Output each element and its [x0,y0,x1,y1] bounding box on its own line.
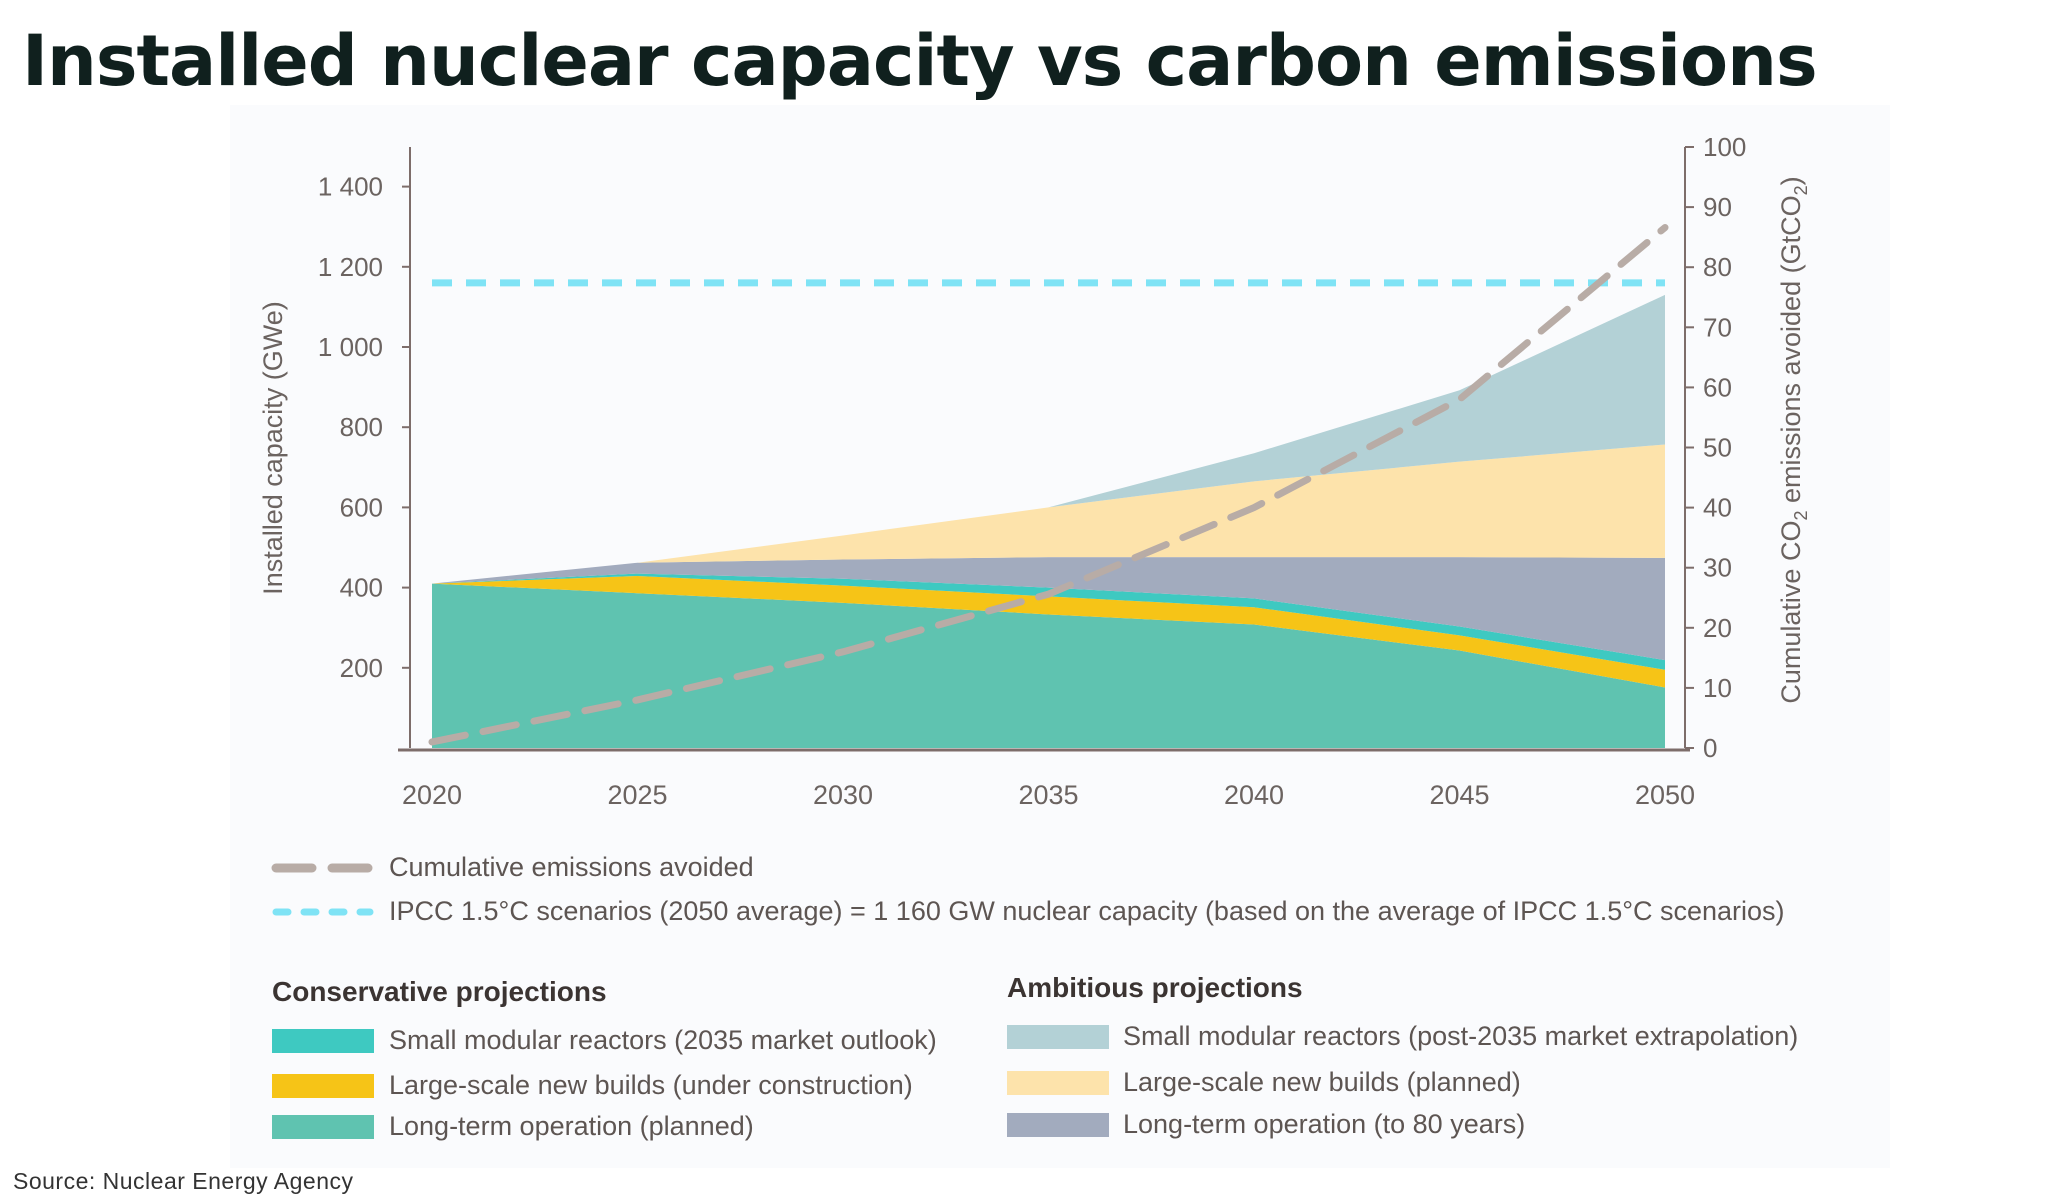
legend-smr-ambitious: Small modular reactors (post-2035 market… [1123,1021,1799,1051]
emissions-line [428,224,1669,746]
legend-large-ambitious: Large-scale new builds (planned) [1123,1067,1521,1097]
y2-title-part: Cumulative CO [1776,521,1806,704]
x-tick-label: 2030 [813,780,873,810]
y2-tick-label: 30 [1703,553,1732,583]
legend-swatch-smr-ambitious [1007,1025,1109,1049]
y2-tick-label: 90 [1703,192,1732,222]
legend-large-conservative: Large-scale new builds (under constructi… [389,1070,913,1100]
y-tick-label: 1 000 [318,332,383,362]
legend-swatch-large-ambitious [1007,1071,1109,1095]
area-large-scale-new-builds-planned- [432,444,1665,584]
legend-swatch-lto-conservative [272,1115,374,1139]
y-tick-label: 800 [340,412,383,442]
area-large-scale-new-builds-under-construction- [432,575,1665,688]
y2-tick-label: 40 [1703,493,1732,523]
x-tick-label: 2040 [1224,780,1284,810]
legend-conservative-heading: Conservative projections [272,976,607,1007]
x-tick-label: 2020 [402,780,462,810]
subscript: 2 [1791,511,1811,521]
x-tick-label: 2050 [1635,780,1695,810]
legend-swatch-smr-conservative [272,1029,374,1053]
x-tick-label: 2025 [607,780,667,810]
subscript: 2 [1791,185,1811,195]
x-tick-label: 2035 [1018,780,1078,810]
y-tick-label: 1 200 [318,252,383,282]
legend-ipcc-label: IPCC 1.5°C scenarios (2050 average) = 1 … [389,896,1785,926]
page-title: Installed nuclear capacity vs carbon emi… [22,20,1818,102]
legend-lto-ambitious: Long-term operation (to 80 years) [1123,1109,1526,1139]
y2-tick-label: 60 [1703,372,1732,402]
area-long-term-operation-to-80-years- [432,557,1665,661]
legend-emissions-label: Cumulative emissions avoided [389,852,754,882]
legend-swatch-large-conservative [272,1074,374,1098]
y-tick-label: 400 [340,573,383,603]
y2-tick-label: 50 [1703,433,1732,463]
legend-lto-conservative: Long-term operation (planned) [389,1111,754,1141]
y2-tick-label: 20 [1703,613,1732,643]
y2-title-part: emissions avoided (GtCO [1776,195,1806,510]
y2-tick-label: 70 [1703,312,1732,342]
y2-tick-label: 80 [1703,252,1732,282]
legend-smr-conservative: Small modular reactors (2035 market outl… [389,1025,937,1055]
x-tick-label: 2045 [1429,780,1489,810]
legend-swatch-lto-ambitious [1007,1113,1109,1137]
area-long-term-operation-planned- [432,583,1665,748]
area-small-modular-reactors-post-2035-market-extrapolation- [432,294,1665,584]
y2-title-part: ) [1776,176,1806,185]
y2-tick-label: 10 [1703,673,1732,703]
y-axis-title: Installed capacity (GWe) [258,301,288,595]
y-tick-label: 200 [340,653,383,683]
source-note: Source: Nuclear Energy Agency [13,1168,354,1194]
y-tick-label: 600 [340,492,383,522]
y2-tick-label: 0 [1703,733,1717,763]
legend-ambitious-heading: Ambitious projections [1007,972,1303,1003]
y-tick-label: 1 400 [318,172,383,202]
y2-axis-title: Cumulative CO2 emissions avoided (GtCO2) [1776,176,1811,703]
y2-tick-label: 100 [1703,132,1746,162]
